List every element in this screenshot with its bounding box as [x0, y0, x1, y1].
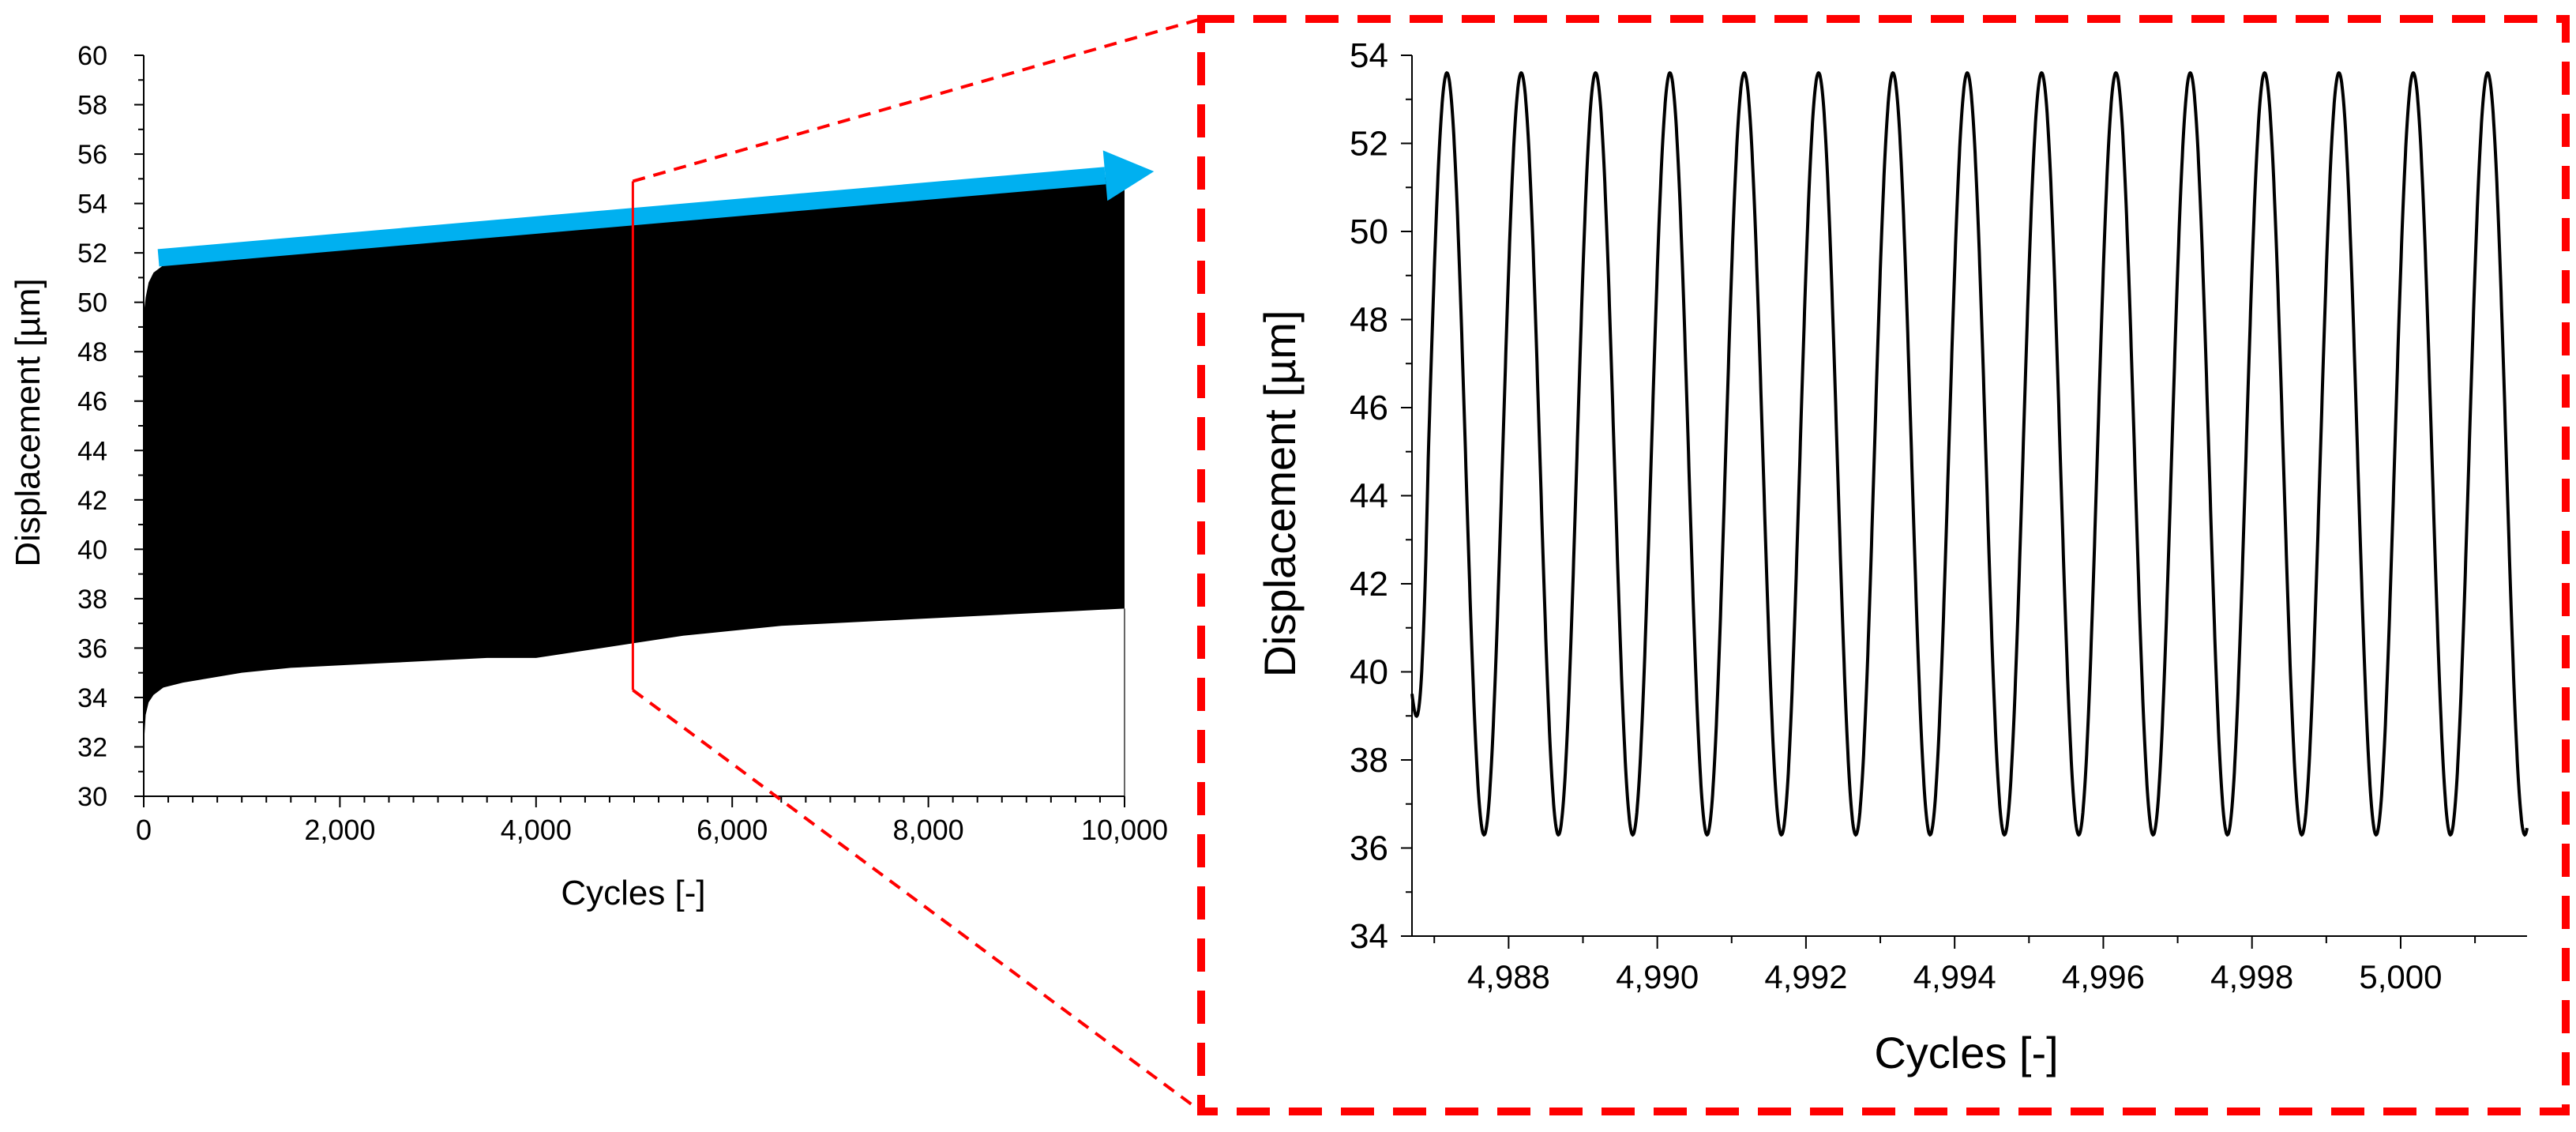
y-tick-label: 54 [1350, 36, 1388, 75]
y-tick-label: 34 [1350, 917, 1388, 956]
y-tick-label: 50 [77, 288, 107, 318]
y-tick-label: 38 [1350, 741, 1388, 780]
x-tick-label: 10,000 [1081, 814, 1168, 846]
y-tick-label: 34 [77, 683, 107, 713]
overview-y-axis: 30 32 34 36 38 40 42 44 46 48 50 52 54 56 58 60 [77, 41, 145, 812]
detail-y-axis: 34 36 38 40 42 44 46 48 50 52 54 [1350, 36, 1413, 956]
x-tick-label: 4,996 [2062, 958, 2145, 995]
y-tick-label: 54 [77, 190, 107, 220]
y-tick-label: 42 [77, 486, 107, 516]
x-tick-label: 4,990 [1616, 958, 1699, 995]
detail-y-axis-title: Displacement [µm] [1255, 310, 1305, 678]
y-tick-label: 46 [77, 387, 107, 417]
y-tick-label: 50 [1350, 212, 1388, 251]
overview-y-axis-title: Displacement [µm] [9, 278, 47, 566]
x-tick-label: 4,994 [1913, 958, 1996, 995]
y-tick-label: 48 [77, 337, 107, 367]
zoom-connector-top [632, 17, 1202, 183]
x-tick-label: 8,000 [893, 814, 964, 846]
y-tick-label: 40 [1350, 653, 1388, 692]
y-tick-label: 30 [77, 782, 107, 812]
zoom-connector-bottom [632, 688, 1203, 1113]
displacement-envelope-area [144, 176, 1125, 796]
y-tick-label: 36 [1350, 829, 1388, 868]
y-tick-label: 48 [1350, 301, 1388, 340]
y-tick-label: 58 [77, 91, 107, 121]
overview-x-axis: 0 2,000 4,000 6,000 8,000 10,000 [136, 795, 1168, 846]
trend-arrow-head [1102, 150, 1155, 201]
x-tick-label: 4,992 [1764, 958, 1847, 995]
y-tick-label: 42 [1350, 565, 1388, 604]
displacement-waveform-line [1410, 71, 2529, 837]
x-tick-label: 4,988 [1467, 958, 1550, 995]
x-tick-label: 4,998 [2210, 958, 2293, 995]
detail-x-axis-title: Cycles [-] [1874, 1028, 2058, 1077]
detail-chart: 4,988 4,990 4,992 4,994 4,996 4,998 5,000 34 36… [1255, 36, 2529, 1077]
x-tick-label: 5,000 [2359, 958, 2442, 995]
y-tick-label: 36 [77, 634, 107, 664]
overview-chart: 0 2,000 4,000 6,000 8,000 10,000 30 32 34 36 38 40… [9, 41, 1168, 912]
y-tick-label: 52 [77, 239, 107, 269]
x-tick-label: 6,000 [697, 814, 768, 846]
detail-x-axis: 4,988 4,990 4,992 4,994 4,996 4,998 5,000 [1412, 935, 2527, 995]
x-tick-label: 0 [136, 814, 152, 846]
y-tick-label: 38 [77, 585, 107, 615]
y-tick-label: 46 [1350, 389, 1388, 427]
y-tick-label: 44 [77, 436, 107, 466]
y-tick-label: 56 [77, 140, 107, 170]
y-tick-label: 52 [1350, 125, 1388, 164]
overview-x-axis-title: Cycles [-] [561, 874, 705, 912]
y-tick-label: 32 [77, 732, 107, 762]
y-tick-label: 44 [1350, 477, 1388, 516]
x-tick-label: 4,000 [501, 814, 572, 846]
zoom-panel-frame [1197, 15, 2570, 1115]
x-tick-label: 2,000 [304, 814, 375, 846]
y-tick-label: 60 [77, 41, 107, 71]
y-tick-label: 40 [77, 535, 107, 565]
